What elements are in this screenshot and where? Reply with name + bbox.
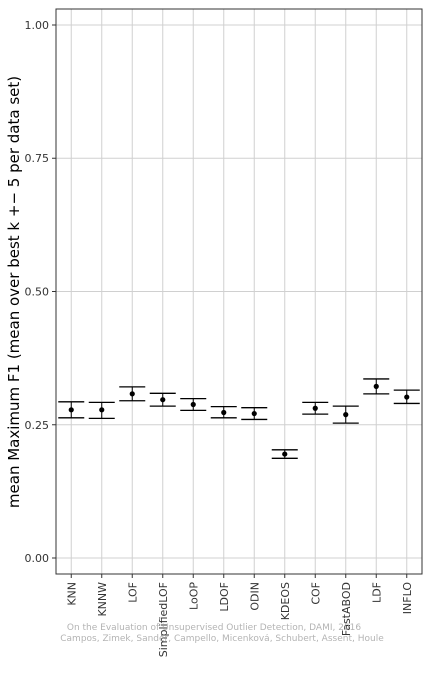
y-tick-label: 1.00	[25, 19, 50, 32]
y-tick-label: 0.75	[25, 152, 50, 165]
x-tick-label-fastabod: FastABOD	[340, 582, 353, 636]
y-tick-labels: 0.00 0.25 0.50 0.75 1.00	[25, 19, 50, 565]
x-tick-label-inflo: INFLO	[401, 582, 414, 615]
x-tick-label-kdeos: KDEOS	[279, 582, 292, 620]
error-bar-lof	[119, 386, 146, 402]
error-bars	[58, 378, 420, 459]
error-bar-fastabod	[332, 405, 359, 424]
x-tick-label-simplifiedlof: SimplifiedLOF	[157, 582, 170, 657]
mean-point	[68, 407, 74, 413]
watermark-line-1: On the Evaluation of Unsupervised Outlie…	[67, 623, 362, 633]
mean-point	[160, 397, 166, 403]
error-bar-ldf	[363, 378, 390, 395]
x-tick-labels: KNN KNNW LOF SimplifiedLOF LoOP LDOF ODIN KDEOS…	[65, 582, 414, 658]
y-tick-label: 0.00	[25, 552, 50, 565]
mean-point	[343, 412, 349, 418]
mean-point	[404, 394, 410, 400]
mean-point	[282, 451, 288, 457]
y-tick-label: 0.50	[25, 286, 50, 299]
mean-point	[312, 405, 318, 411]
mean-point	[373, 383, 379, 389]
error-bar-odin	[241, 407, 268, 421]
x-tick-label-lof: LOF	[126, 582, 139, 603]
plot-border	[55, 8, 423, 575]
error-bar-kdeos	[271, 449, 298, 459]
error-bar-knnw	[88, 401, 115, 420]
x-tick-label-cof: COF	[309, 582, 322, 605]
mean-point	[129, 391, 135, 397]
error-bar-simplifiedlof	[149, 392, 176, 407]
mean-point	[99, 407, 105, 413]
x-tick-label-ldof: LDOF	[218, 582, 231, 612]
x-tick-label-odin: ODIN	[248, 582, 261, 611]
mean-point	[221, 409, 227, 416]
x-tick-label-knnw: KNNW	[96, 582, 109, 617]
mean-point	[190, 401, 196, 408]
x-tick-label-ldf: LDF	[370, 582, 383, 603]
x-tick-label-loop: LoOP	[187, 582, 200, 610]
axes	[52, 8, 423, 578]
mean-point	[251, 410, 257, 417]
error-bar-loop	[180, 397, 207, 412]
x-tick-label-knn: KNN	[65, 582, 78, 606]
error-bar-cof	[302, 401, 329, 415]
error-bar-knn	[58, 401, 85, 419]
y-tick-label: 0.25	[25, 419, 50, 432]
gridlines	[56, 9, 422, 574]
error-bar-ldof	[210, 405, 237, 419]
watermark-line-2: Campos, Zimek, Sander, Campello, Micenko…	[60, 634, 384, 644]
y-axis-label: mean Maximum F1 (mean over best k +− 5 p…	[5, 76, 23, 508]
error-bar-inflo	[393, 389, 420, 405]
